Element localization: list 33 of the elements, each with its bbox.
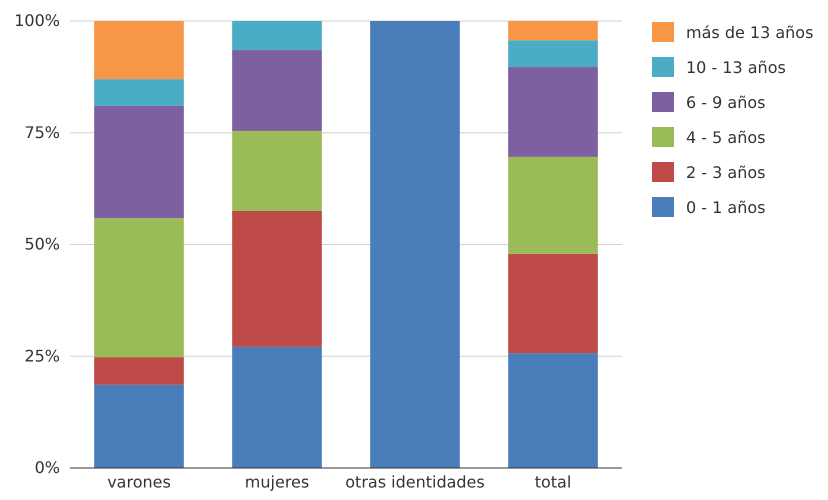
bar (232, 130, 322, 211)
y-tick-label: 0% (34, 458, 60, 478)
x-tick-label: total (534, 472, 572, 492)
legend-label: 6 - 9 años (686, 93, 766, 112)
bar (508, 40, 598, 68)
bar (508, 156, 598, 254)
y-tick-label: 25% (24, 346, 60, 366)
x-tick-label: otras identidades (345, 472, 485, 492)
bar (232, 210, 322, 347)
bar (508, 353, 598, 468)
bar (508, 21, 598, 40)
bar (94, 106, 184, 218)
bar (94, 21, 184, 80)
bar (508, 254, 598, 354)
legend-label: 0 - 1 años (686, 198, 766, 217)
bar (94, 79, 184, 106)
y-tick-label: 50% (24, 234, 60, 254)
legend-label: 4 - 5 años (686, 128, 766, 147)
x-tick-label: mujeres (244, 472, 310, 492)
bar (232, 21, 322, 50)
x-tick-label: varones (107, 472, 171, 492)
bar (370, 21, 460, 468)
bar (94, 384, 184, 468)
legend-label: más de 13 años (686, 23, 814, 42)
bar (94, 357, 184, 385)
legend-label: 2 - 3 años (686, 163, 766, 182)
legend-label: 10 - 13 años (686, 58, 786, 77)
y-tick-label: 75% (24, 122, 60, 142)
bar (508, 67, 598, 157)
bar (232, 346, 322, 468)
bar (232, 50, 322, 131)
y-tick-label: 100% (14, 11, 60, 30)
bar (94, 218, 184, 358)
